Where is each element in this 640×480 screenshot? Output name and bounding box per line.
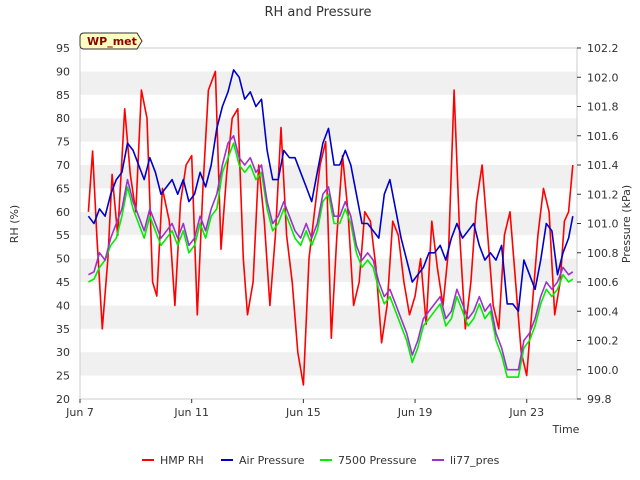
y-tick-label-left: 80 <box>56 112 70 125</box>
grid-band <box>80 352 577 376</box>
grid-band <box>80 94 577 119</box>
grid-band <box>80 375 577 399</box>
x-tick-label: Jun 23 <box>508 406 544 419</box>
x-tick-label: Jun 15 <box>285 406 321 419</box>
x-axis-title: Time <box>552 423 580 436</box>
chart-title: RH and Pressure <box>264 5 371 20</box>
y-tick-label-right: 100.0 <box>587 364 619 377</box>
x-tick-label: Jun 11 <box>173 406 209 419</box>
y-tick-label-right: 102.0 <box>587 71 619 84</box>
x-tick-label: Jun 7 <box>65 406 94 419</box>
legend-label: HMP RH <box>160 454 204 467</box>
y-tick-label-left: 30 <box>56 346 70 359</box>
y-tick-label-right: 100.8 <box>587 247 619 260</box>
grid-band <box>80 258 577 282</box>
y-tick-label-left: 70 <box>56 159 70 172</box>
y-tick-label-left: 75 <box>56 136 70 149</box>
y-tick-label-right: 101.0 <box>587 218 619 231</box>
left-axis-ticks: 20 25 30 35 40 45 50 55 60 65 70 75 80 85 90 95 <box>56 42 70 406</box>
grid-band <box>80 282 577 306</box>
series-line-hmp-rh <box>87 70 574 386</box>
grid-band <box>80 141 577 165</box>
grid-band <box>80 48 577 72</box>
y-tick-label-right: 101.8 <box>587 101 619 114</box>
y-axis-title-right: Pressure (kPa) <box>620 185 633 263</box>
series-line-air-pressure <box>87 69 574 313</box>
y-axis-title-left: RH (%) <box>8 205 21 243</box>
legend-label: 7500 Pressure <box>338 454 417 467</box>
y-tick-label-right: 100.2 <box>587 335 619 348</box>
legend: HMP RH Air Pressure 7500 Pressure li77_pres <box>142 454 500 467</box>
y-tick-label-left: 55 <box>56 229 70 242</box>
y-tick-label-right: 99.8 <box>587 393 612 406</box>
y-tick-label-left: 95 <box>56 42 70 55</box>
y-tick-label-left: 35 <box>56 323 70 336</box>
legend-label: Air Pressure <box>239 454 305 467</box>
y-tick-label-left: 50 <box>56 253 70 266</box>
grid-band <box>80 188 577 212</box>
station-badge-label: WP_met <box>87 35 137 48</box>
y-tick-label-right: 102.2 <box>587 42 619 55</box>
y-tick-label-left: 20 <box>56 393 70 406</box>
y-tick-label-right: 100.6 <box>587 276 619 289</box>
y-tick-label-left: 40 <box>56 299 70 312</box>
right-axis-ticks: 99.8 100.0 100.2 100.4 100.6 100.8 101.0 101.2 1… <box>577 42 619 406</box>
y-tick-label-right: 101.2 <box>587 188 619 201</box>
y-tick-label-left: 90 <box>56 65 70 78</box>
series-line-li77-pres <box>88 135 574 371</box>
y-tick-label-left: 85 <box>56 89 70 102</box>
y-tick-label-left: 25 <box>56 370 70 383</box>
y-tick-label-left: 60 <box>56 206 70 219</box>
x-axis-ticks: Jun 7 Jun 11 Jun 15 Jun 19 Jun 23 <box>65 399 544 419</box>
series-line-7500-pressure <box>88 142 574 378</box>
grid-band <box>80 305 577 329</box>
y-tick-label-right: 101.4 <box>587 159 619 172</box>
y-tick-label-left: 45 <box>56 276 70 289</box>
y-tick-label-left: 65 <box>56 182 70 195</box>
grid-band <box>80 71 577 95</box>
legend-label: li77_pres <box>450 454 500 467</box>
y-tick-label-right: 100.4 <box>587 305 619 318</box>
grid-band <box>80 328 577 353</box>
series-lines <box>87 69 574 386</box>
y-tick-label-right: 101.6 <box>587 130 619 143</box>
x-tick-label: Jun 19 <box>397 406 433 419</box>
station-badge: WP_met <box>79 32 143 50</box>
